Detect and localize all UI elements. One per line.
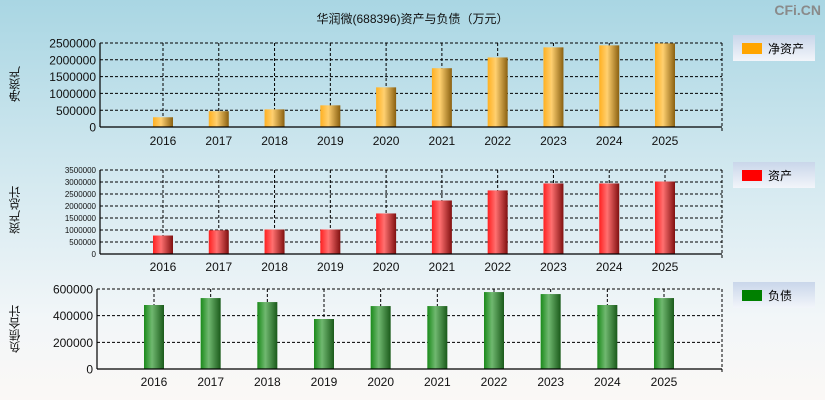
y-tick-label: 2500000 [49,37,96,51]
bar-2025 [655,43,675,127]
x-tick-label: 2025 [652,134,679,148]
x-tick-label: 2024 [596,260,623,274]
y-tick-label: 0 [89,121,96,135]
x-tick-label: 2016 [141,375,168,389]
x-tick-label: 2023 [537,375,564,389]
x-tick-label: 2020 [373,134,400,148]
bar-2020 [376,213,397,254]
bar-2017 [208,230,229,254]
x-tick-label: 2021 [429,260,456,274]
y-tick-label: 0 [92,250,97,259]
watermark-logo: CFi.CN [774,2,821,18]
legend-net-assets: 净资产 [733,35,815,61]
bar-2024 [599,183,620,254]
legend-liabilities: 负债 [733,282,815,308]
bar-2019 [320,105,341,127]
x-tick-label: 2019 [317,260,344,274]
bar-2025 [655,181,675,254]
x-tick-label: 2020 [367,375,394,389]
y-tick-label: 3000000 [65,178,97,187]
y-tick-label: 1500000 [49,70,96,84]
x-tick-label: 2025 [652,260,679,274]
bar-2022 [487,57,508,128]
legend-label: 资产 [768,168,793,183]
bar-2016 [144,305,164,369]
legend-swatch [742,289,762,301]
chart-title: 华润微(688396)资产与负债（万元） [316,12,509,26]
x-tick-label: 2024 [596,134,623,148]
bar-2016 [153,117,173,127]
bar-2020 [376,87,397,127]
bar-2022 [484,292,504,369]
x-tick-label: 2021 [424,375,451,389]
x-tick-label: 2017 [205,260,232,274]
y-tick-label: 2500000 [65,190,97,199]
x-tick-label: 2023 [540,134,567,148]
x-tick-label: 2018 [254,375,281,389]
x-tick-label: 2016 [150,134,177,148]
legend-assets: 资产 [733,162,815,188]
x-tick-label: 2018 [261,134,288,148]
y-tick-label: 2000000 [65,202,97,211]
x-tick-label: 2017 [197,375,224,389]
x-tick-label: 2019 [317,134,344,148]
bar-2023 [543,183,564,254]
bar-2021 [427,306,448,369]
x-tick-label: 2021 [429,134,456,148]
bar-2020 [370,306,391,369]
x-tick-label: 2025 [651,375,678,389]
bar-2018 [257,302,278,369]
legend-label: 净资产 [768,41,805,56]
bar-2017 [200,298,221,369]
x-tick-label: 2022 [481,375,508,389]
x-tick-label: 2016 [150,260,177,274]
y-tick-label: 1000000 [65,226,97,235]
x-tick-label: 2024 [594,375,621,389]
bar-2023 [540,294,561,369]
y-tick-label: 500000 [56,104,96,118]
bar-2021 [431,68,452,127]
bar-2018 [264,109,285,127]
y-tick-label: 600000 [53,283,93,297]
x-tick-label: 2020 [373,260,400,274]
bar-2022 [487,190,508,254]
y-tick-label: 0 [86,363,93,377]
bar-2018 [264,229,285,254]
x-tick-label: 2017 [205,134,232,148]
legend-label: 负债 [768,288,793,303]
bar-2016 [153,235,173,254]
x-tick-label: 2018 [261,260,288,274]
bar-2019 [314,319,334,369]
bar-2017 [208,111,229,127]
y-tick-label: 1000000 [49,87,96,101]
y-tick-label: 400000 [53,309,93,323]
legend-swatch [742,169,762,181]
bar-2024 [599,45,620,127]
bar-2023 [543,47,564,128]
y-tick-label: 200000 [53,336,93,350]
bar-2025 [654,298,674,369]
y-tick-label: 1500000 [65,214,97,223]
x-tick-label: 2023 [540,260,567,274]
bar-2019 [320,229,341,254]
bar-2024 [597,305,618,369]
y-tick-label: 3500000 [65,166,97,175]
bar-2021 [431,200,452,254]
x-tick-label: 2022 [484,134,511,148]
x-tick-label: 2019 [311,375,338,389]
legend-swatch [742,42,762,54]
y-tick-label: 2000000 [49,53,96,67]
x-tick-label: 2022 [484,260,511,274]
y-tick-label: 500000 [69,238,96,247]
